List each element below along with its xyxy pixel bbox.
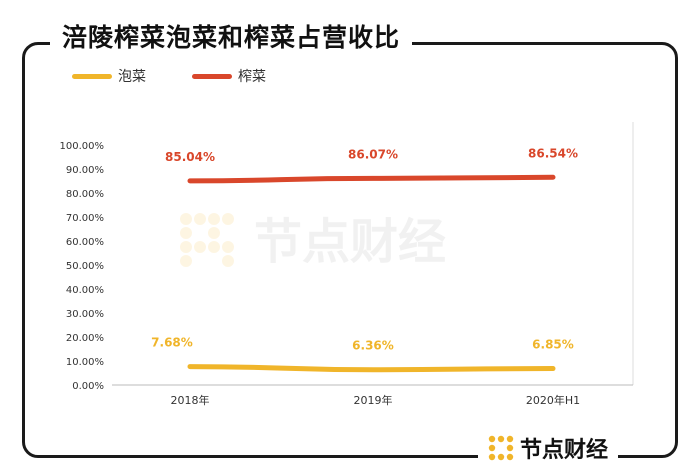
y-tick-label: 70.00% — [66, 213, 104, 224]
data-point — [372, 369, 374, 371]
brand-name: 节点财经 — [520, 438, 609, 463]
x-tick-label: 2018年 — [171, 393, 210, 407]
data-point — [552, 368, 554, 370]
y-tick-label: 60.00% — [66, 237, 104, 248]
legend: 泡菜 榨菜 — [72, 66, 312, 86]
data-point — [189, 366, 191, 368]
y-tick-label: 0.00% — [72, 381, 104, 392]
data-label: 6.36% — [352, 339, 394, 353]
brand-footer: 节点财经 — [478, 432, 619, 464]
data-point — [552, 176, 554, 178]
title-container: 涪陵榨菜泡菜和榨菜占营收比 — [50, 20, 413, 56]
x-axis: 2018年 2019年 2020年H1 — [171, 393, 581, 407]
series-layer: 7.68% 6.36% 6.85% 85.04% 86.07% 86.54% — [151, 146, 578, 373]
y-tick-label: 100.00% — [60, 141, 105, 152]
legend-item-pickle: 泡菜 — [72, 66, 146, 86]
data-label: 86.07% — [348, 147, 398, 161]
y-tick-label: 40.00% — [66, 285, 104, 296]
watermark-logo-icon — [180, 213, 234, 267]
data-point — [189, 180, 191, 182]
data-label: 6.85% — [532, 338, 574, 352]
series-line — [187, 364, 556, 373]
y-tick-label: 50.00% — [66, 261, 104, 272]
chart-title: 涪陵榨菜泡菜和榨菜占营收比 — [62, 23, 401, 52]
x-tick-label: 2020年H1 — [526, 393, 580, 407]
legend-swatch-pickle — [72, 73, 112, 79]
data-label: 7.68% — [151, 336, 193, 350]
data-point — [372, 177, 374, 179]
legend-swatch-zhacai — [192, 73, 232, 79]
watermark-text: 节点财经 — [254, 214, 446, 270]
y-tick-label: 90.00% — [66, 165, 104, 176]
x-tick-label: 2019年 — [354, 393, 393, 407]
legend-label-zhacai: 榨菜 — [238, 69, 266, 85]
y-axis: 0.00% 10.00% 20.00% 30.00% 40.00% 50.00% 60.00… — [60, 141, 633, 392]
y-tick-label: 80.00% — [66, 189, 104, 200]
y-tick-label: 10.00% — [66, 357, 104, 368]
y-tick-label: 30.00% — [66, 309, 104, 320]
series-line — [187, 174, 556, 184]
legend-item-zhacai: 榨菜 — [192, 66, 266, 86]
brand-logo-icon — [488, 435, 514, 461]
y-tick-label: 20.00% — [66, 333, 104, 344]
watermark: 节点财经 — [180, 213, 446, 270]
data-label: 85.04% — [165, 150, 215, 164]
legend-label-pickle: 泡菜 — [118, 69, 146, 85]
data-label: 86.54% — [528, 146, 578, 160]
